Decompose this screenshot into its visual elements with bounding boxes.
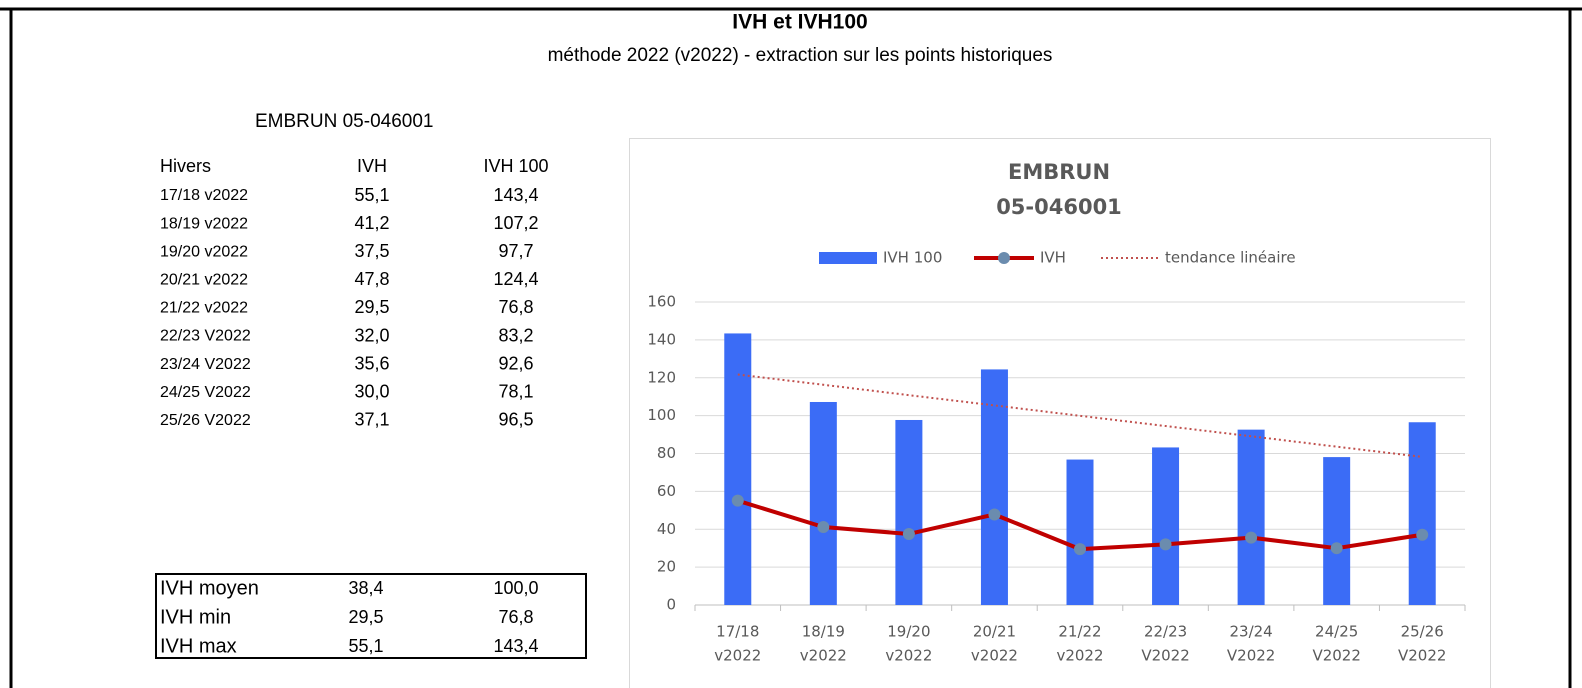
station: EMBRUN 05-046001 [255, 111, 433, 132]
bar [1237, 429, 1265, 605]
ivh-marker [902, 527, 915, 540]
ivh-marker [817, 520, 830, 533]
x-tick-label: 18/19 [802, 623, 845, 641]
table-cell: 35,6 [354, 353, 389, 373]
bar [1066, 459, 1094, 605]
x-tick-label: 17/18 [716, 623, 759, 641]
x-tick-label: 24/25 [1315, 623, 1358, 641]
table-cell: 55,1 [354, 185, 389, 205]
summary-cell: IVH max [160, 635, 237, 657]
table-cell: 25/26 V2022 [160, 412, 251, 429]
bar [1323, 457, 1351, 605]
y-tick-label: 100 [647, 406, 676, 424]
ivh-marker [1330, 542, 1343, 555]
ivh-marker [1416, 528, 1429, 541]
ivh-marker [1074, 543, 1086, 556]
summary-cell: 38,4 [348, 578, 383, 598]
bar [724, 333, 752, 605]
ivh-marker [988, 508, 1001, 521]
y-tick-label: 120 [647, 368, 676, 386]
table-cell: 30,0 [354, 381, 389, 401]
bar [895, 419, 923, 605]
ivh-marker [1245, 531, 1258, 544]
summary-cell: 100,0 [493, 578, 538, 598]
legend-swatch [819, 252, 877, 264]
table-cell: 21/22 v2022 [160, 300, 248, 317]
summary-cell: 76,8 [498, 607, 533, 627]
y-tick-label: 80 [657, 444, 676, 462]
x-tick-label: v2022 [885, 647, 932, 665]
x-tick-label: V2022 [1312, 647, 1360, 665]
summary-cell: 55,1 [348, 636, 383, 656]
x-tick-label: V2022 [1398, 647, 1446, 665]
chart-title: 05-046001 [996, 195, 1122, 219]
table-cell: 92,6 [498, 353, 533, 373]
table-cell: 78,1 [498, 381, 533, 401]
legend-label: IVH [1040, 249, 1066, 267]
bar [1152, 447, 1180, 605]
y-tick-label: 0 [666, 596, 676, 614]
chart-title: EMBRUN [1008, 160, 1110, 184]
x-tick-label: 22/23 [1144, 623, 1187, 641]
table-cell: 37,5 [354, 241, 389, 261]
table-header: Hivers [160, 156, 211, 176]
table-cell: 41,2 [354, 213, 389, 233]
x-tick-label: v2022 [1056, 647, 1103, 665]
table-cell: 124,4 [493, 269, 538, 289]
table-cell: 76,8 [498, 297, 533, 317]
x-tick-label: 23/24 [1229, 623, 1272, 641]
bar [809, 401, 837, 605]
table-cell: 47,8 [354, 269, 389, 289]
table-cell: 96,5 [498, 410, 533, 430]
bar [1408, 422, 1436, 605]
table-header: IVH [357, 156, 387, 176]
ivh-marker [731, 494, 744, 507]
y-tick-label: 160 [647, 293, 676, 311]
table-cell: 107,2 [493, 213, 538, 233]
table-cell: 22/23 V2022 [160, 328, 251, 345]
title: IVH et IVH100 [732, 11, 867, 34]
x-tick-label: 19/20 [887, 623, 930, 641]
y-tick-label: 140 [647, 330, 676, 348]
table-cell: 143,4 [493, 185, 538, 205]
y-tick-label: 60 [657, 482, 676, 500]
table-cell: 24/25 V2022 [160, 384, 251, 401]
legend-marker [998, 252, 1010, 264]
x-tick-label: v2022 [800, 647, 847, 665]
summary-cell: 143,4 [493, 636, 538, 656]
table-cell: 29,5 [354, 297, 389, 317]
table-cell: 23/24 V2022 [160, 356, 251, 373]
table-header: IVH 100 [483, 156, 548, 176]
legend-label: IVH 100 [883, 249, 942, 267]
table-cell: 37,1 [354, 410, 389, 430]
ivh-marker [1159, 538, 1172, 551]
table-cell: 83,2 [498, 325, 533, 345]
x-tick-label: V2022 [1227, 647, 1275, 665]
subtitle: méthode 2022 (v2022) - extraction sur le… [548, 45, 1053, 66]
table-cell: 19/20 v2022 [160, 243, 248, 260]
table-cell: 97,7 [498, 241, 533, 261]
y-tick-label: 40 [657, 520, 676, 538]
y-tick-label: 20 [657, 558, 676, 576]
table-cell: 20/21 v2022 [160, 272, 248, 289]
summary-box [155, 573, 587, 659]
legend-label: tendance linéaire [1165, 249, 1296, 267]
x-tick-label: v2022 [971, 647, 1018, 665]
summary-cell: IVH moyen [160, 577, 259, 599]
x-tick-label: V2022 [1141, 647, 1189, 665]
chart-box [629, 138, 1491, 688]
x-tick-label: 21/22 [1058, 623, 1101, 641]
x-tick-label: 25/26 [1401, 623, 1444, 641]
summary-cell: 29,5 [348, 607, 383, 627]
x-tick-label: 20/21 [973, 623, 1016, 641]
summary-cell: IVH min [160, 606, 231, 628]
x-tick-label: v2022 [714, 647, 761, 665]
table-cell: 17/18 v2022 [160, 187, 248, 204]
bar [980, 369, 1008, 605]
table-cell: 32,0 [354, 325, 389, 345]
table-cell: 18/19 v2022 [160, 215, 248, 232]
